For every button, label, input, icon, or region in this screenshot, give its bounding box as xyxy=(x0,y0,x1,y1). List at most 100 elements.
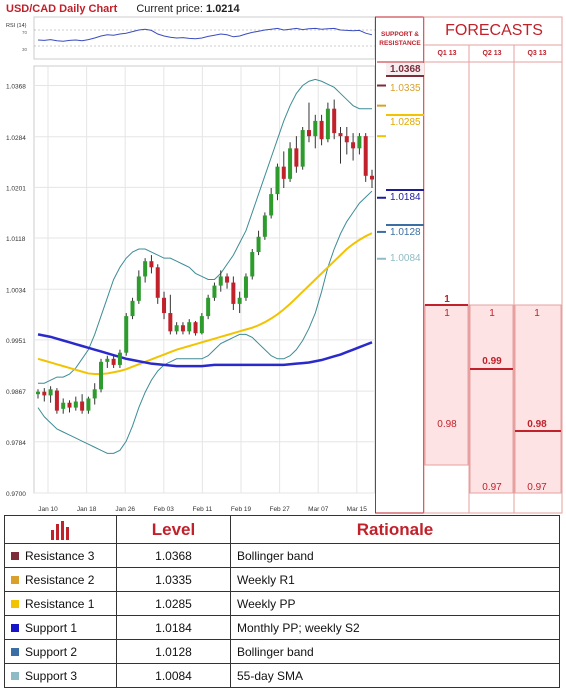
candle-body xyxy=(111,358,116,365)
row-rationale: Weekly PP xyxy=(230,591,560,616)
price-chart: 1.0368 1.0284 1.0201 1.0118 1.0034 0.9951 0.98… xyxy=(6,16,563,514)
candle-body xyxy=(338,133,343,137)
color-swatch xyxy=(11,624,19,633)
x-tick-label: Jan 26 xyxy=(115,506,135,513)
candle-body xyxy=(269,194,274,216)
candle-body xyxy=(300,130,305,167)
row-name: Resistance 1 xyxy=(25,596,95,611)
candle-body xyxy=(86,398,91,411)
color-swatch xyxy=(11,648,19,657)
candle-body xyxy=(193,322,198,334)
sma-55-line xyxy=(37,232,373,376)
chart-header: USD/CAD Daily Chart Current price: 1.021… xyxy=(6,3,240,15)
candle-body xyxy=(212,285,217,298)
candle-body xyxy=(237,297,242,304)
row-name: Support 2 xyxy=(25,644,78,659)
y-tick-label: 1.0118 xyxy=(6,236,26,243)
candle-body xyxy=(256,236,261,253)
candle-body xyxy=(281,166,286,179)
rationale-column-header: Rationale xyxy=(230,515,560,544)
candle-body xyxy=(149,261,154,268)
levels-table-header: Level Rationale xyxy=(4,515,560,544)
color-swatch xyxy=(11,672,19,681)
candle-body xyxy=(332,108,337,134)
row-rationale: Bollinger band xyxy=(230,639,560,664)
sma-long-line xyxy=(37,333,373,368)
y-tick-label: 0.9951 xyxy=(6,338,26,345)
y-tick-label: 0.9867 xyxy=(6,389,26,396)
y-tick-label: 1.0368 xyxy=(6,84,26,91)
chart-title: USD/CAD Daily Chart xyxy=(6,3,118,15)
sr-level-resistance-3: 1.0368 xyxy=(386,63,424,77)
candle-body xyxy=(180,325,185,332)
row-rationale: Weekly R1 xyxy=(230,567,560,592)
candle-body xyxy=(243,276,248,298)
candle-body xyxy=(168,313,173,332)
color-swatch xyxy=(11,576,19,585)
candle-body xyxy=(187,322,192,332)
forecast-q2-low: 0.97 xyxy=(482,482,502,493)
x-tick-label: Mar 07 xyxy=(308,506,329,513)
candle-body xyxy=(92,389,97,399)
candle-body xyxy=(351,142,356,149)
row-level: 1.0184 xyxy=(116,615,231,640)
table-row: Resistance 1 1.0285 Weekly PP xyxy=(4,591,560,616)
candle-body xyxy=(357,136,362,149)
sr-level-support-3: 1.0084 xyxy=(390,253,421,264)
candle-body xyxy=(206,297,211,317)
candle-body xyxy=(325,108,330,140)
y-tick-label: 1.0034 xyxy=(6,287,26,294)
sr-level-support-2: 1.0128 xyxy=(386,224,424,238)
forecasts-title: FORECASTS xyxy=(445,22,543,39)
price-plot-area xyxy=(33,65,376,494)
forecast-q3-high: 1 xyxy=(534,308,540,319)
candle-body xyxy=(36,391,40,395)
table-row: Resistance 3 1.0368 Bollinger band xyxy=(4,543,560,568)
table-row: Support 1 1.0184 Monthly PP; weekly S2 xyxy=(4,615,560,640)
candle-body xyxy=(73,401,78,408)
quarter-label-q1: Q1 13 xyxy=(437,50,457,57)
x-tick-label: Jan 10 xyxy=(38,506,58,513)
candle-body xyxy=(124,316,129,353)
forecast-q3-mid: 0.98 xyxy=(527,419,547,430)
candle-body xyxy=(231,282,236,304)
row-level: 1.0335 xyxy=(116,567,231,592)
x-tick-label: Feb 11 xyxy=(193,506,213,513)
candle-body xyxy=(155,267,160,298)
x-tick-label: Feb 19 xyxy=(231,506,252,513)
price-label: Current price: xyxy=(136,3,203,15)
candle-body xyxy=(67,402,72,408)
sr-level-resistance-2: 1.0335 xyxy=(390,83,421,94)
candle-body xyxy=(306,130,311,137)
candle-body xyxy=(319,120,324,140)
forecast-q1-top: 1 xyxy=(444,294,450,305)
candle-body xyxy=(48,389,53,396)
candle-body xyxy=(80,401,85,411)
color-swatch xyxy=(11,552,19,561)
y-tick-label: 1.0201 xyxy=(6,185,26,192)
row-name: Resistance 3 xyxy=(25,548,95,563)
table-row: Resistance 2 1.0335 Weekly R1 xyxy=(4,567,560,592)
sr-level-resistance-1: 1.0285 xyxy=(386,114,424,128)
bar-chart-icon xyxy=(4,515,117,544)
support-resistance-heading: SUPPORT & RESISTANCE xyxy=(379,31,421,47)
forecast-range-q3 xyxy=(514,304,562,494)
candle-body xyxy=(143,261,148,277)
rsi-tick-high: 70 xyxy=(22,30,28,35)
candle-body xyxy=(99,361,104,390)
candle-body xyxy=(262,215,267,237)
row-name: Support 3 xyxy=(25,668,78,683)
forecast-q1-low: 0.98 xyxy=(437,419,457,430)
candle-body xyxy=(225,276,230,283)
candle-body xyxy=(275,166,280,195)
candle-body xyxy=(288,148,293,179)
forecast-q1-high: 1 xyxy=(444,308,450,319)
x-tick-label: Feb 27 xyxy=(269,506,290,513)
candle-body xyxy=(130,300,135,317)
y-tick-label: 0.9784 xyxy=(6,440,26,447)
candle-body xyxy=(117,352,122,365)
x-tick-label: Mar 15 xyxy=(347,506,368,513)
sr-level-support-1: 1.0184 xyxy=(386,189,424,203)
candle-body xyxy=(199,316,204,334)
candle-body xyxy=(42,391,47,396)
